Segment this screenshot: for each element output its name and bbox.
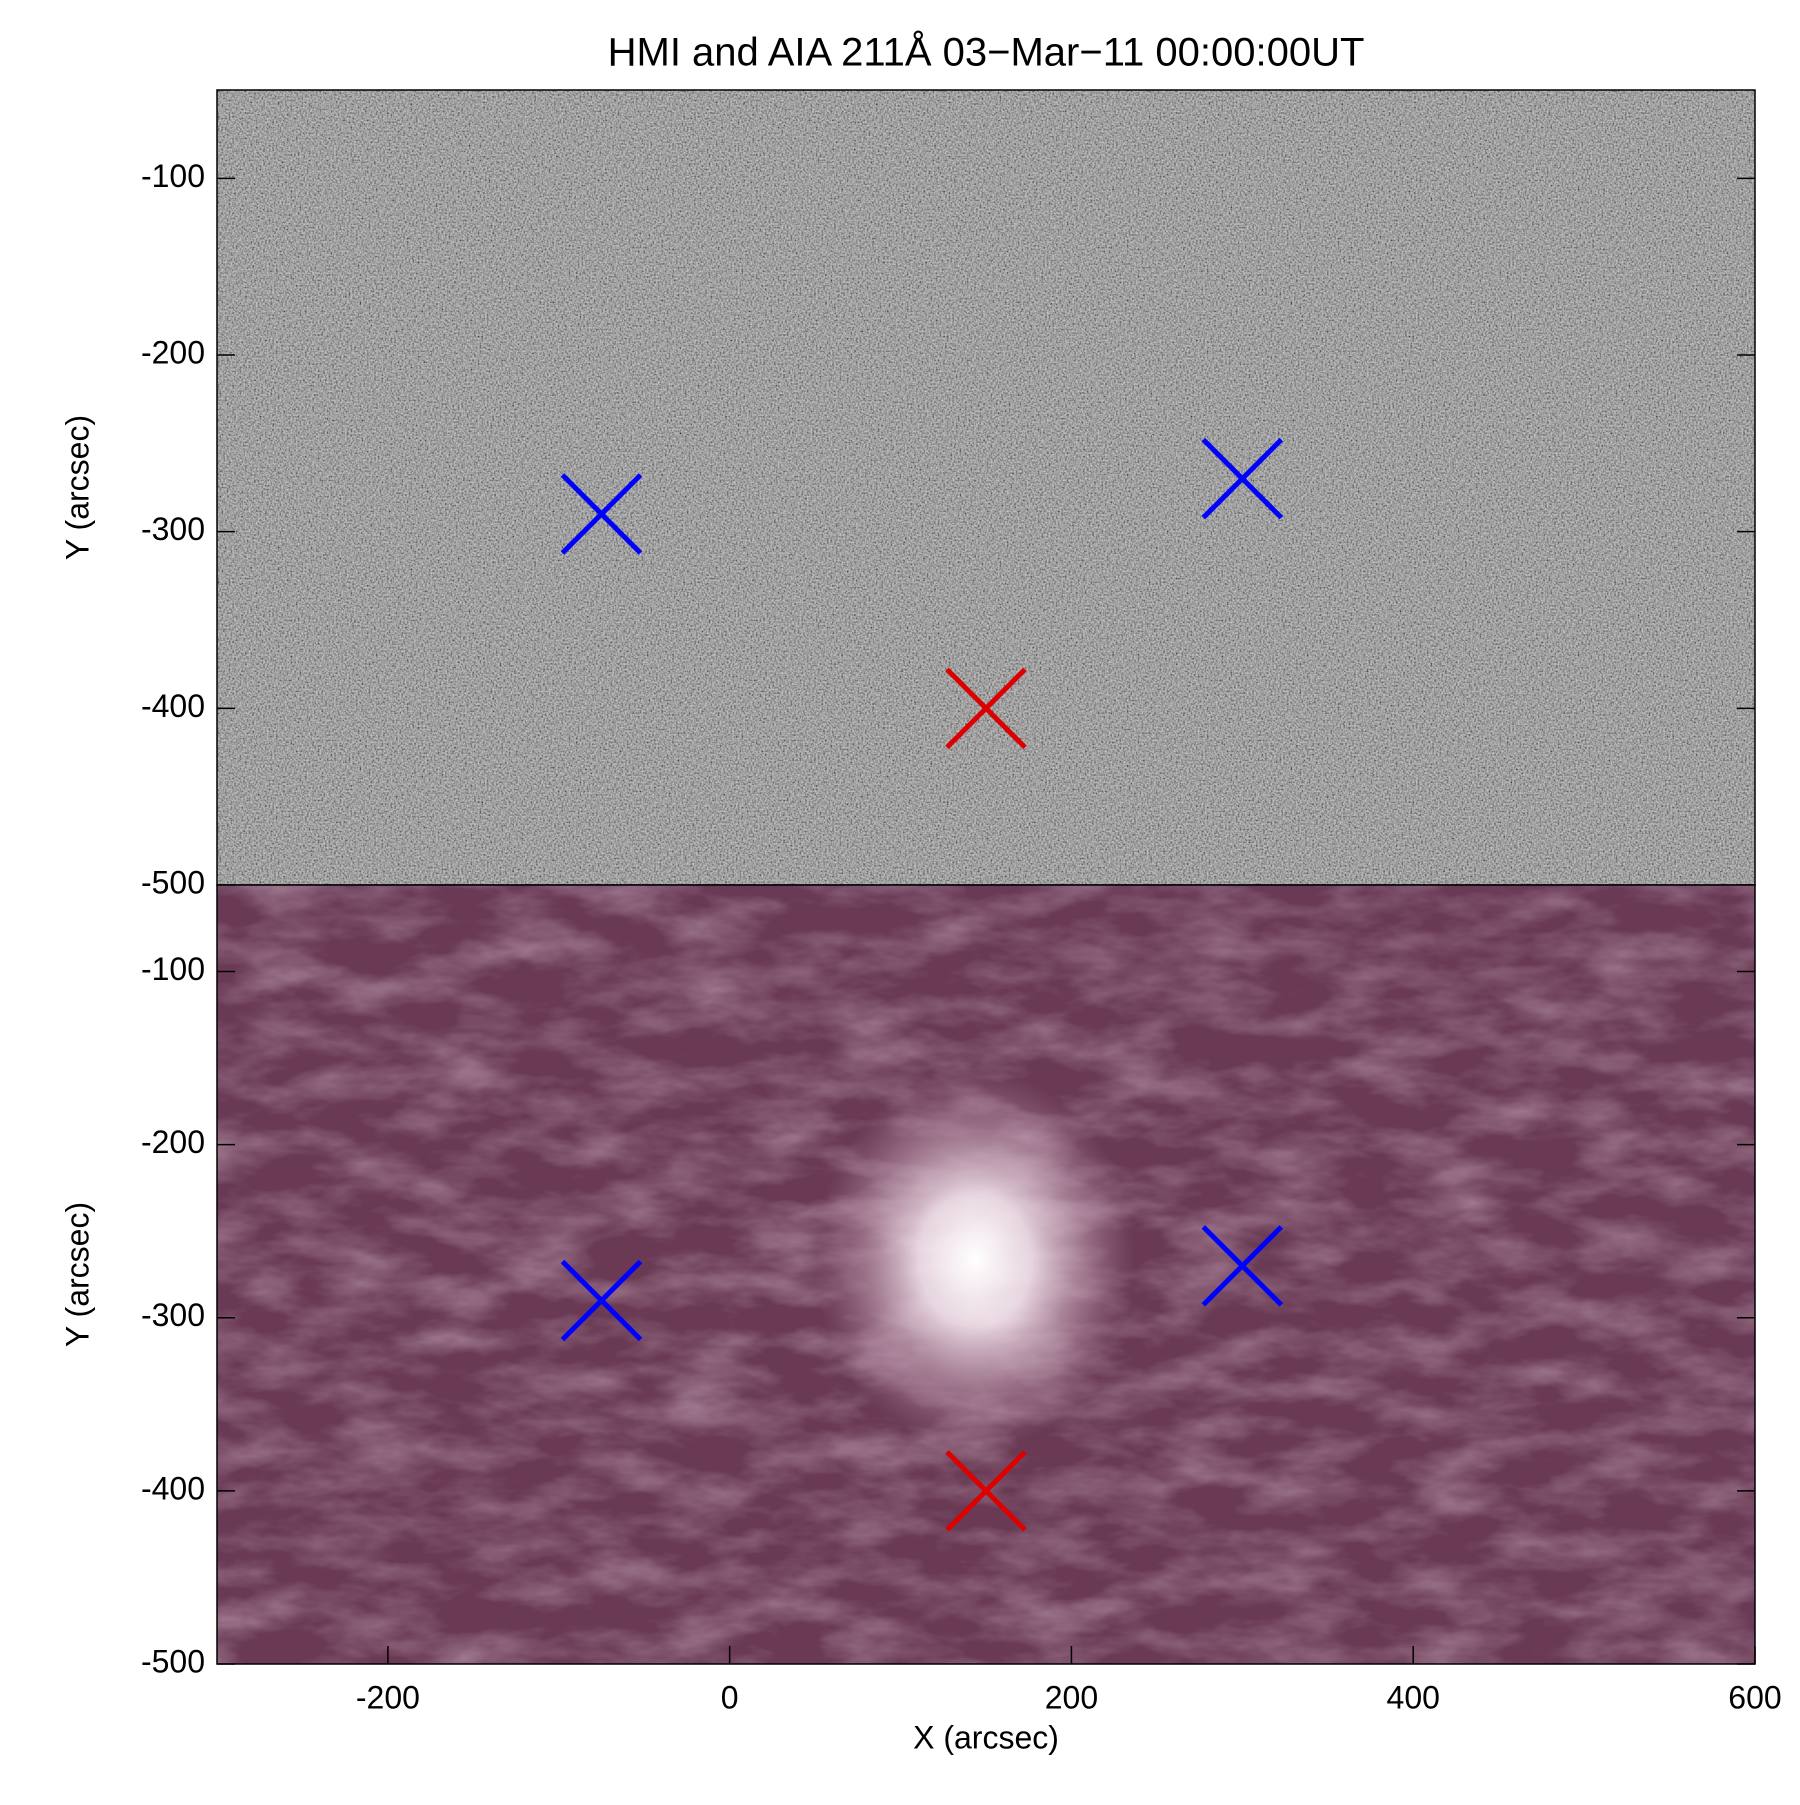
- cross-marker: [945, 667, 1027, 750]
- y-tick-label: -500: [141, 1643, 205, 1679]
- cross-marker: [560, 473, 643, 555]
- x-axis-label: X (arcsec): [913, 1719, 1059, 1755]
- active-region-glow: [815, 1070, 1135, 1450]
- magnetogram-texture: [217, 90, 1755, 885]
- panel: [216, 89, 1756, 886]
- y-tick-label: -100: [141, 158, 205, 194]
- cross-marker: [1201, 1225, 1284, 1307]
- y-tick-label: -400: [141, 688, 205, 724]
- chart-title: HMI and AIA 211Å 03−Mar−11 00:00:00UT: [608, 30, 1365, 75]
- cross-marker: [945, 1450, 1027, 1532]
- x-tick-label: 600: [1728, 1679, 1781, 1715]
- cross-marker: [1201, 437, 1284, 520]
- cross-marker: [560, 1259, 643, 1342]
- x-tick-label: 0: [721, 1679, 739, 1715]
- y-axis-label: Y (arcsec): [59, 415, 95, 560]
- x-tick-label: -200: [356, 1679, 420, 1715]
- y-tick-label: -100: [141, 951, 205, 987]
- panel-frame: [216, 884, 1756, 1665]
- panel: [216, 884, 1756, 1665]
- y-tick-label: -200: [141, 334, 205, 370]
- y-tick-label: -500: [141, 864, 205, 900]
- y-tick-label: -200: [141, 1124, 205, 1160]
- y-tick-label: -300: [141, 511, 205, 547]
- x-tick-label: 200: [1045, 1679, 1098, 1715]
- y-tick-label: -300: [141, 1297, 205, 1333]
- y-tick-label: -400: [141, 1470, 205, 1506]
- y-axis-label: Y (arcsec): [59, 1202, 95, 1347]
- x-tick-label: 400: [1387, 1679, 1440, 1715]
